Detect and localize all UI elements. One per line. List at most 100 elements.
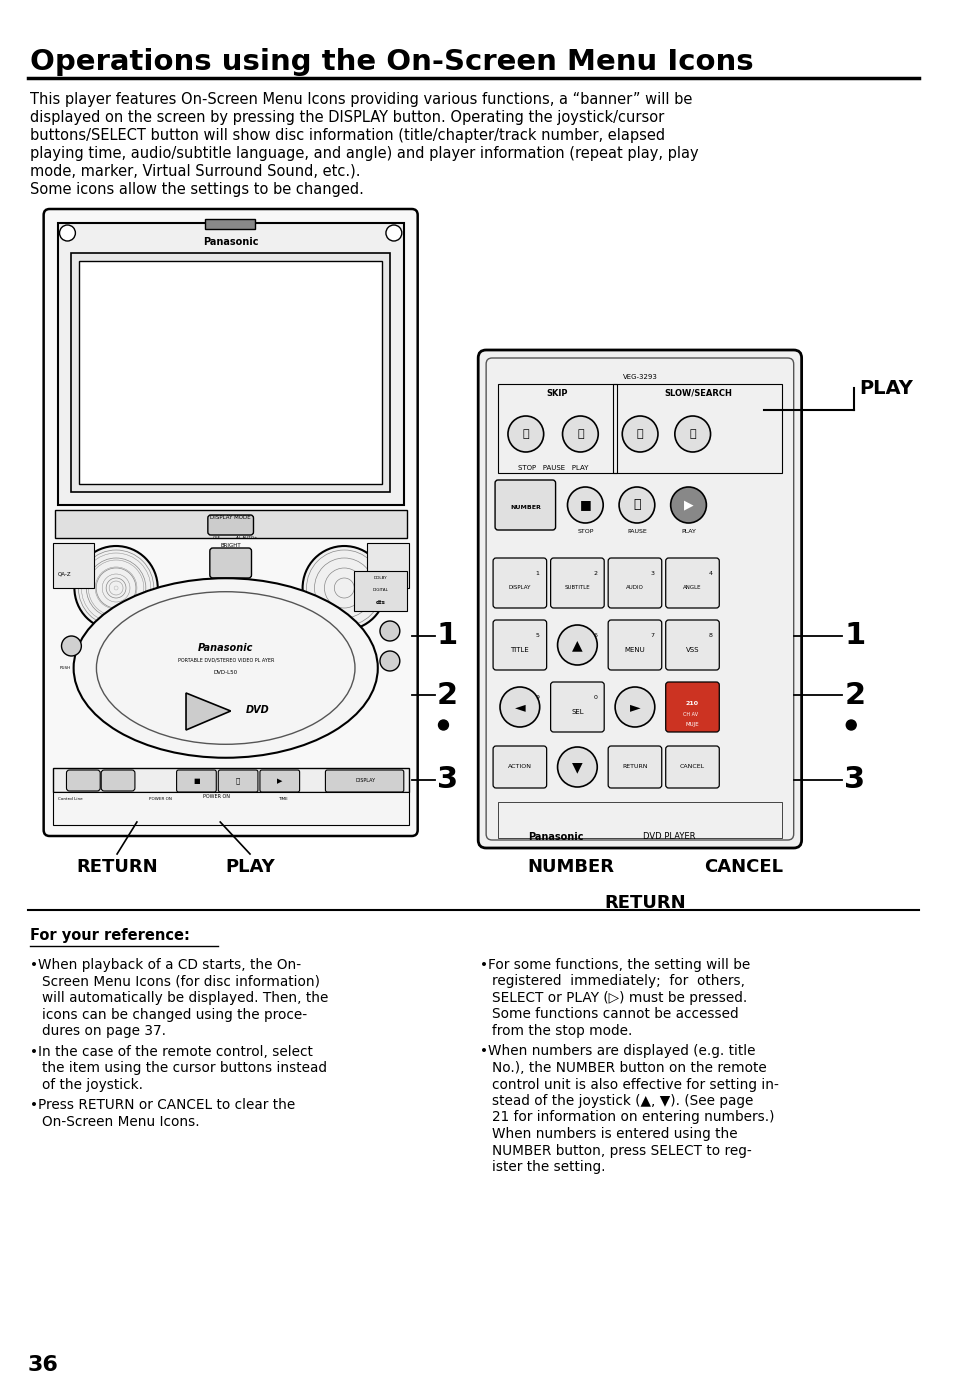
Text: registered  immediately;  for  others,: registered immediately; for others, bbox=[492, 975, 744, 989]
Text: SEL: SEL bbox=[571, 708, 583, 715]
Circle shape bbox=[562, 415, 598, 451]
Bar bbox=[367, 543, 408, 588]
Circle shape bbox=[438, 720, 448, 731]
Circle shape bbox=[61, 636, 81, 656]
Text: ⏯: ⏯ bbox=[235, 778, 240, 785]
Circle shape bbox=[499, 688, 539, 726]
Text: ⏪: ⏪ bbox=[637, 429, 642, 439]
Bar bbox=[613, 383, 781, 474]
Text: Control Line: Control Line bbox=[57, 797, 82, 801]
Text: SELECT or PLAY (▷) must be pressed.: SELECT or PLAY (▷) must be pressed. bbox=[492, 990, 746, 1006]
Text: Panasonic: Panasonic bbox=[198, 643, 253, 653]
Circle shape bbox=[302, 546, 386, 631]
Text: PLAY: PLAY bbox=[859, 378, 912, 397]
Text: PLAY: PLAY bbox=[225, 858, 274, 876]
Text: ⏩: ⏩ bbox=[689, 429, 696, 439]
Text: mode, marker, Virtual Surround Sound, etc.).: mode, marker, Virtual Surround Sound, et… bbox=[30, 164, 360, 179]
FancyBboxPatch shape bbox=[67, 770, 100, 790]
Text: dts: dts bbox=[375, 600, 386, 606]
Text: from the stop mode.: from the stop mode. bbox=[492, 1024, 632, 1038]
Text: the item using the cursor buttons instead: the item using the cursor buttons instea… bbox=[42, 1061, 326, 1075]
Text: ACTION: ACTION bbox=[507, 764, 532, 770]
Text: buttons/SELECT button will show disc information (title/chapter/track number, el: buttons/SELECT button will show disc inf… bbox=[30, 128, 664, 143]
Text: DIGITAL: DIGITAL bbox=[373, 588, 389, 592]
Text: DISPLAY: DISPLAY bbox=[508, 585, 531, 590]
Text: dures on page 37.: dures on page 37. bbox=[42, 1024, 166, 1038]
FancyBboxPatch shape bbox=[607, 619, 661, 669]
FancyBboxPatch shape bbox=[550, 558, 603, 608]
Circle shape bbox=[670, 488, 705, 524]
Ellipse shape bbox=[73, 578, 377, 758]
Text: •For some functions, the setting will be: •For some functions, the setting will be bbox=[479, 958, 750, 972]
Circle shape bbox=[379, 651, 399, 671]
FancyBboxPatch shape bbox=[101, 770, 134, 790]
FancyBboxPatch shape bbox=[208, 515, 253, 535]
Text: For your reference:: For your reference: bbox=[30, 928, 190, 943]
Bar bbox=[54, 510, 406, 538]
Text: 210: 210 bbox=[685, 701, 699, 706]
Text: DOLBY: DOLBY bbox=[374, 576, 388, 581]
FancyBboxPatch shape bbox=[493, 619, 546, 669]
Text: ister the setting.: ister the setting. bbox=[492, 1160, 605, 1174]
Text: control unit is also effective for setting in-: control unit is also effective for setti… bbox=[492, 1078, 779, 1092]
Text: BRIGHT: BRIGHT bbox=[220, 543, 241, 549]
Circle shape bbox=[379, 621, 399, 640]
Circle shape bbox=[507, 415, 543, 451]
Bar bbox=[497, 801, 781, 838]
FancyBboxPatch shape bbox=[665, 558, 719, 608]
Text: Panasonic: Panasonic bbox=[527, 832, 582, 842]
Text: 3: 3 bbox=[843, 765, 864, 795]
Text: CH AV: CH AV bbox=[681, 713, 697, 717]
Text: ▲: ▲ bbox=[572, 638, 582, 651]
Text: 1: 1 bbox=[843, 621, 864, 650]
Text: NUMBER: NUMBER bbox=[526, 858, 614, 876]
Text: 3: 3 bbox=[436, 765, 457, 795]
Text: DVD-L50: DVD-L50 bbox=[213, 669, 237, 675]
FancyBboxPatch shape bbox=[665, 682, 719, 732]
Text: playing time, audio/subtitle language, and angle) and player information (repeat: playing time, audio/subtitle language, a… bbox=[30, 146, 698, 161]
Text: POWER ON: POWER ON bbox=[203, 795, 230, 799]
FancyBboxPatch shape bbox=[176, 770, 216, 792]
Text: DVD PLAYER: DVD PLAYER bbox=[642, 832, 695, 840]
Bar bbox=[354, 571, 406, 611]
Text: PAUSE: PAUSE bbox=[626, 529, 646, 533]
Text: stead of the joystick (▲, ▼). (See page: stead of the joystick (▲, ▼). (See page bbox=[492, 1095, 753, 1108]
Text: ►: ► bbox=[629, 700, 639, 714]
Text: 9: 9 bbox=[536, 694, 539, 700]
Circle shape bbox=[386, 225, 401, 242]
Circle shape bbox=[74, 546, 157, 631]
Text: Some functions cannot be accessed: Some functions cannot be accessed bbox=[492, 1007, 738, 1021]
Circle shape bbox=[674, 415, 710, 451]
FancyBboxPatch shape bbox=[44, 208, 417, 836]
Text: QA-Z: QA-Z bbox=[57, 571, 71, 576]
Circle shape bbox=[59, 225, 75, 242]
Text: RETURN: RETURN bbox=[603, 895, 685, 913]
Polygon shape bbox=[186, 693, 231, 731]
Circle shape bbox=[557, 625, 597, 665]
Text: ⏮: ⏮ bbox=[522, 429, 529, 439]
Text: DISPLAY: DISPLAY bbox=[355, 778, 375, 783]
Circle shape bbox=[567, 488, 602, 524]
Text: 1: 1 bbox=[436, 621, 457, 650]
FancyBboxPatch shape bbox=[665, 746, 719, 788]
Text: PORTABLE DVD/STEREO VIDEO PL AYER: PORTABLE DVD/STEREO VIDEO PL AYER bbox=[177, 658, 274, 663]
Text: MENU: MENU bbox=[624, 647, 644, 653]
Text: MUJE: MUJE bbox=[685, 722, 699, 726]
FancyBboxPatch shape bbox=[665, 619, 719, 669]
Text: NUMBER: NUMBER bbox=[510, 506, 540, 510]
Text: 7: 7 bbox=[650, 633, 654, 638]
Text: TITLE: TITLE bbox=[510, 647, 529, 653]
Text: ▼: ▼ bbox=[572, 760, 582, 774]
Text: 2: 2 bbox=[593, 571, 597, 576]
Text: DVD: DVD bbox=[245, 706, 269, 715]
Text: STOP   PAUSE   PLAY: STOP PAUSE PLAY bbox=[517, 465, 588, 471]
Text: When numbers is entered using the: When numbers is entered using the bbox=[492, 1126, 737, 1140]
FancyBboxPatch shape bbox=[607, 558, 661, 608]
Text: •Press RETURN or CANCEL to clear the: •Press RETURN or CANCEL to clear the bbox=[30, 1097, 294, 1113]
Text: 5: 5 bbox=[536, 633, 539, 638]
Text: 0: 0 bbox=[593, 694, 597, 700]
Circle shape bbox=[618, 488, 654, 524]
Text: POWER ON: POWER ON bbox=[149, 797, 172, 801]
Circle shape bbox=[845, 720, 855, 731]
Text: ■: ■ bbox=[578, 499, 591, 511]
